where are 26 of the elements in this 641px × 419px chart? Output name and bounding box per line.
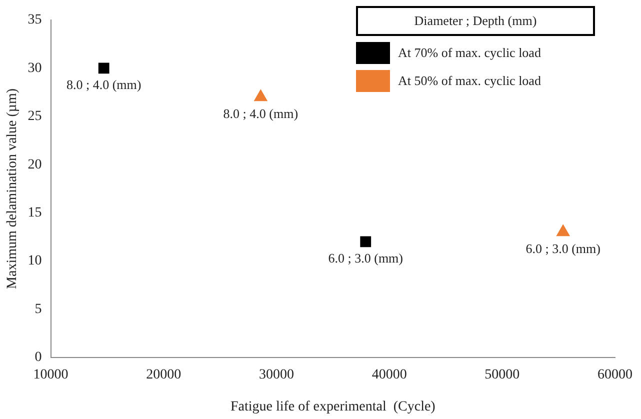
x-tick-label: 60000 bbox=[598, 367, 632, 382]
annotation: 8.0 ; 4.0 (mm) bbox=[66, 77, 142, 92]
y-tick-label: 0 bbox=[34, 350, 42, 366]
y-tick-label: 10 bbox=[28, 254, 42, 269]
annotation: 6.0 ; 3.0 (mm) bbox=[526, 241, 600, 256]
point bbox=[556, 224, 570, 236]
x-tick-label: 10000 bbox=[33, 367, 68, 382]
y-tick-label: 30 bbox=[28, 60, 42, 76]
x-tick-label: 40000 bbox=[372, 367, 407, 382]
y-tick-label: 5 bbox=[34, 302, 42, 317]
point bbox=[254, 90, 268, 102]
x-tick-label: 30000 bbox=[258, 367, 294, 382]
y-axis-title: Maximum delamination value (µm) bbox=[5, 88, 20, 289]
annotation: 8.0 ; 4.0 (mm) bbox=[223, 106, 298, 122]
legend-label: At 70% of max. cyclic load bbox=[398, 45, 541, 61]
annotation: 6.0 ; 3.0 (mm) bbox=[328, 250, 403, 266]
x-tick-label: 20000 bbox=[146, 367, 182, 382]
point bbox=[98, 62, 110, 74]
legend-title: Diameter ; Depth (mm) bbox=[356, 6, 595, 36]
y-tick-label: 35 bbox=[28, 12, 42, 28]
x-tick-label: 50000 bbox=[484, 367, 520, 382]
legend-label: At 50% of max. cyclic load bbox=[398, 73, 541, 89]
x-axis-title: Fatigue life of experimental (Cycle) bbox=[230, 399, 436, 414]
y-tick-label: 25 bbox=[28, 109, 42, 124]
y-tick-label: 20 bbox=[28, 157, 42, 172]
y-tick-label: 15 bbox=[28, 205, 42, 220]
